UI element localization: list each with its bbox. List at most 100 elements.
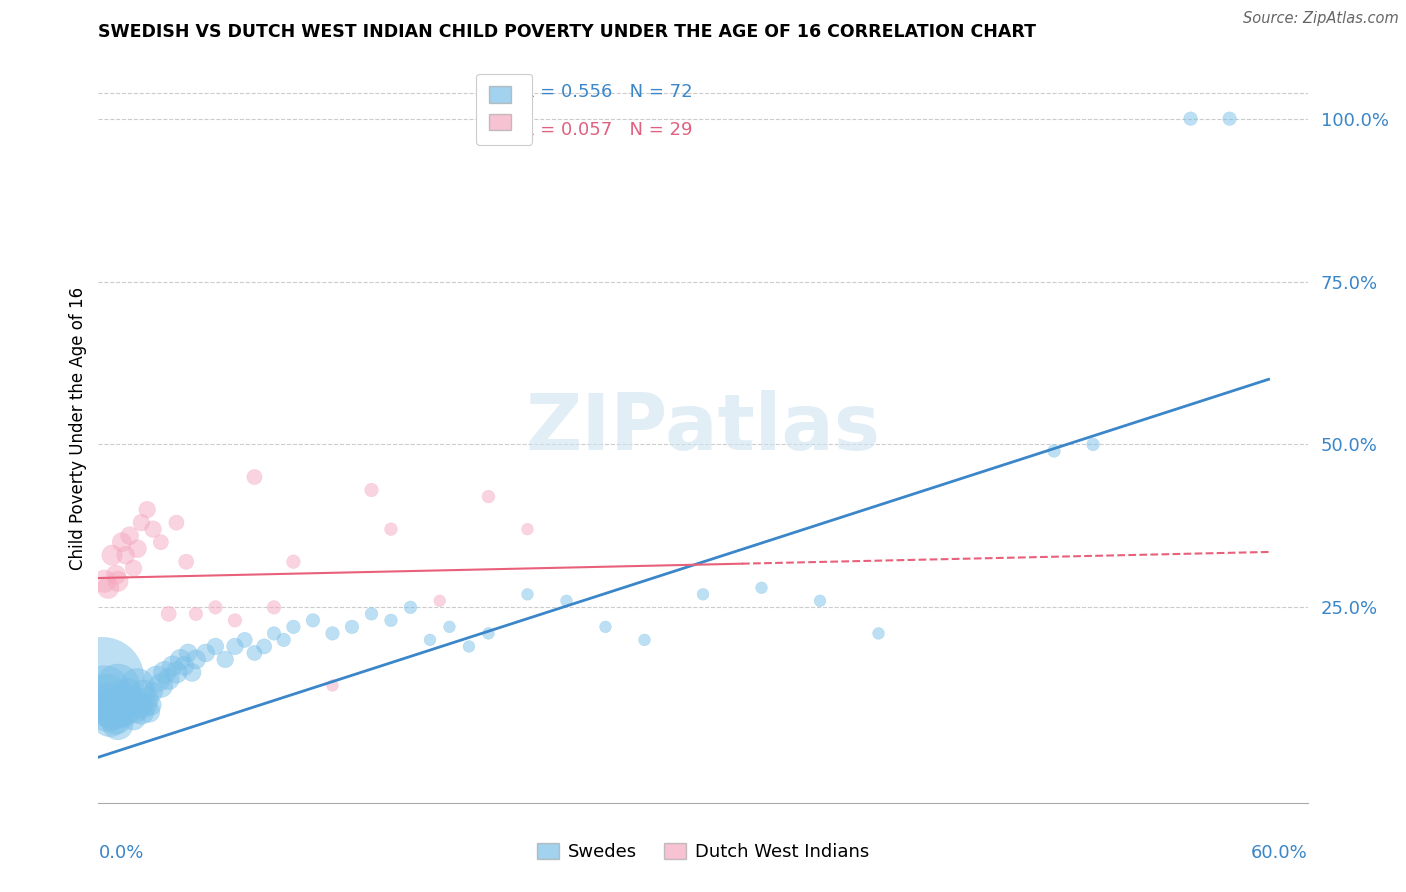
Point bbox=[321, 626, 343, 640]
Point bbox=[360, 483, 382, 497]
Point bbox=[692, 587, 714, 601]
Point bbox=[184, 607, 207, 621]
Point bbox=[233, 632, 256, 647]
Point bbox=[108, 705, 131, 719]
Point bbox=[283, 555, 305, 569]
Point bbox=[399, 600, 422, 615]
Point bbox=[302, 613, 325, 627]
Point bbox=[96, 691, 118, 706]
Point bbox=[177, 646, 200, 660]
Point bbox=[142, 685, 165, 699]
Point bbox=[477, 626, 499, 640]
Point bbox=[419, 632, 441, 647]
Text: Source: ZipAtlas.com: Source: ZipAtlas.com bbox=[1243, 11, 1399, 26]
Point bbox=[184, 652, 207, 666]
Point bbox=[124, 705, 146, 719]
Text: R = 0.057   N = 29: R = 0.057 N = 29 bbox=[522, 121, 692, 139]
Point bbox=[122, 561, 145, 575]
Point bbox=[107, 574, 129, 589]
Point bbox=[477, 490, 499, 504]
Point bbox=[633, 632, 655, 647]
Point bbox=[142, 522, 165, 536]
Text: 0.0%: 0.0% bbox=[98, 844, 143, 862]
Point bbox=[146, 672, 169, 686]
Point bbox=[118, 529, 141, 543]
Point bbox=[1219, 112, 1241, 126]
Point bbox=[153, 665, 176, 680]
Point bbox=[157, 607, 180, 621]
Point bbox=[1081, 437, 1104, 451]
Point bbox=[263, 626, 285, 640]
Point bbox=[149, 679, 172, 693]
Point bbox=[134, 698, 156, 712]
Point bbox=[253, 640, 276, 654]
Y-axis label: Child Poverty Under the Age of 16: Child Poverty Under the Age of 16 bbox=[69, 286, 87, 570]
Point bbox=[516, 522, 538, 536]
Text: R = 0.556   N = 72: R = 0.556 N = 72 bbox=[522, 84, 692, 102]
Point bbox=[114, 705, 136, 719]
Point bbox=[243, 470, 266, 484]
Point bbox=[1043, 444, 1066, 458]
Point bbox=[360, 607, 382, 621]
Point bbox=[97, 581, 120, 595]
Point bbox=[131, 705, 153, 719]
Text: ZIPatlas: ZIPatlas bbox=[526, 390, 880, 467]
Point bbox=[93, 685, 115, 699]
Point bbox=[243, 646, 266, 660]
Point bbox=[127, 541, 149, 556]
Point bbox=[131, 516, 153, 530]
Point bbox=[111, 698, 134, 712]
Point bbox=[263, 600, 285, 615]
Point bbox=[439, 620, 461, 634]
Point bbox=[516, 587, 538, 601]
Point bbox=[204, 640, 226, 654]
Point bbox=[224, 613, 246, 627]
Point bbox=[114, 548, 136, 562]
Point bbox=[103, 698, 125, 712]
Point bbox=[194, 646, 217, 660]
Point bbox=[136, 502, 159, 516]
Point bbox=[127, 679, 149, 693]
Point bbox=[273, 632, 295, 647]
Point bbox=[128, 698, 150, 712]
Point bbox=[224, 640, 246, 654]
Point bbox=[132, 685, 155, 699]
Point bbox=[283, 620, 305, 634]
Point bbox=[808, 594, 831, 608]
Point bbox=[104, 711, 127, 725]
Point bbox=[91, 672, 114, 686]
Point bbox=[868, 626, 890, 640]
Point bbox=[162, 659, 184, 673]
Point bbox=[458, 640, 481, 654]
Point bbox=[139, 698, 162, 712]
Point bbox=[104, 567, 127, 582]
Point bbox=[121, 691, 143, 706]
Point bbox=[111, 535, 134, 549]
Point bbox=[340, 620, 363, 634]
Point bbox=[1180, 112, 1202, 126]
Point bbox=[118, 698, 141, 712]
Point bbox=[138, 705, 160, 719]
Point bbox=[107, 679, 129, 693]
Point bbox=[97, 698, 120, 712]
Point bbox=[321, 679, 343, 693]
Point bbox=[149, 535, 172, 549]
Point bbox=[117, 685, 139, 699]
Point bbox=[165, 516, 187, 530]
Point bbox=[136, 691, 159, 706]
Point bbox=[380, 522, 402, 536]
Point bbox=[429, 594, 451, 608]
Point bbox=[101, 548, 124, 562]
Point bbox=[173, 659, 195, 673]
Point bbox=[174, 555, 197, 569]
Point bbox=[165, 665, 187, 680]
Point bbox=[751, 581, 773, 595]
Point bbox=[214, 652, 236, 666]
Point bbox=[181, 665, 204, 680]
Point bbox=[107, 717, 129, 731]
Point bbox=[122, 711, 145, 725]
Point bbox=[97, 705, 120, 719]
Point bbox=[595, 620, 617, 634]
Legend: Swedes, Dutch West Indians: Swedes, Dutch West Indians bbox=[530, 836, 876, 869]
Point bbox=[112, 691, 135, 706]
